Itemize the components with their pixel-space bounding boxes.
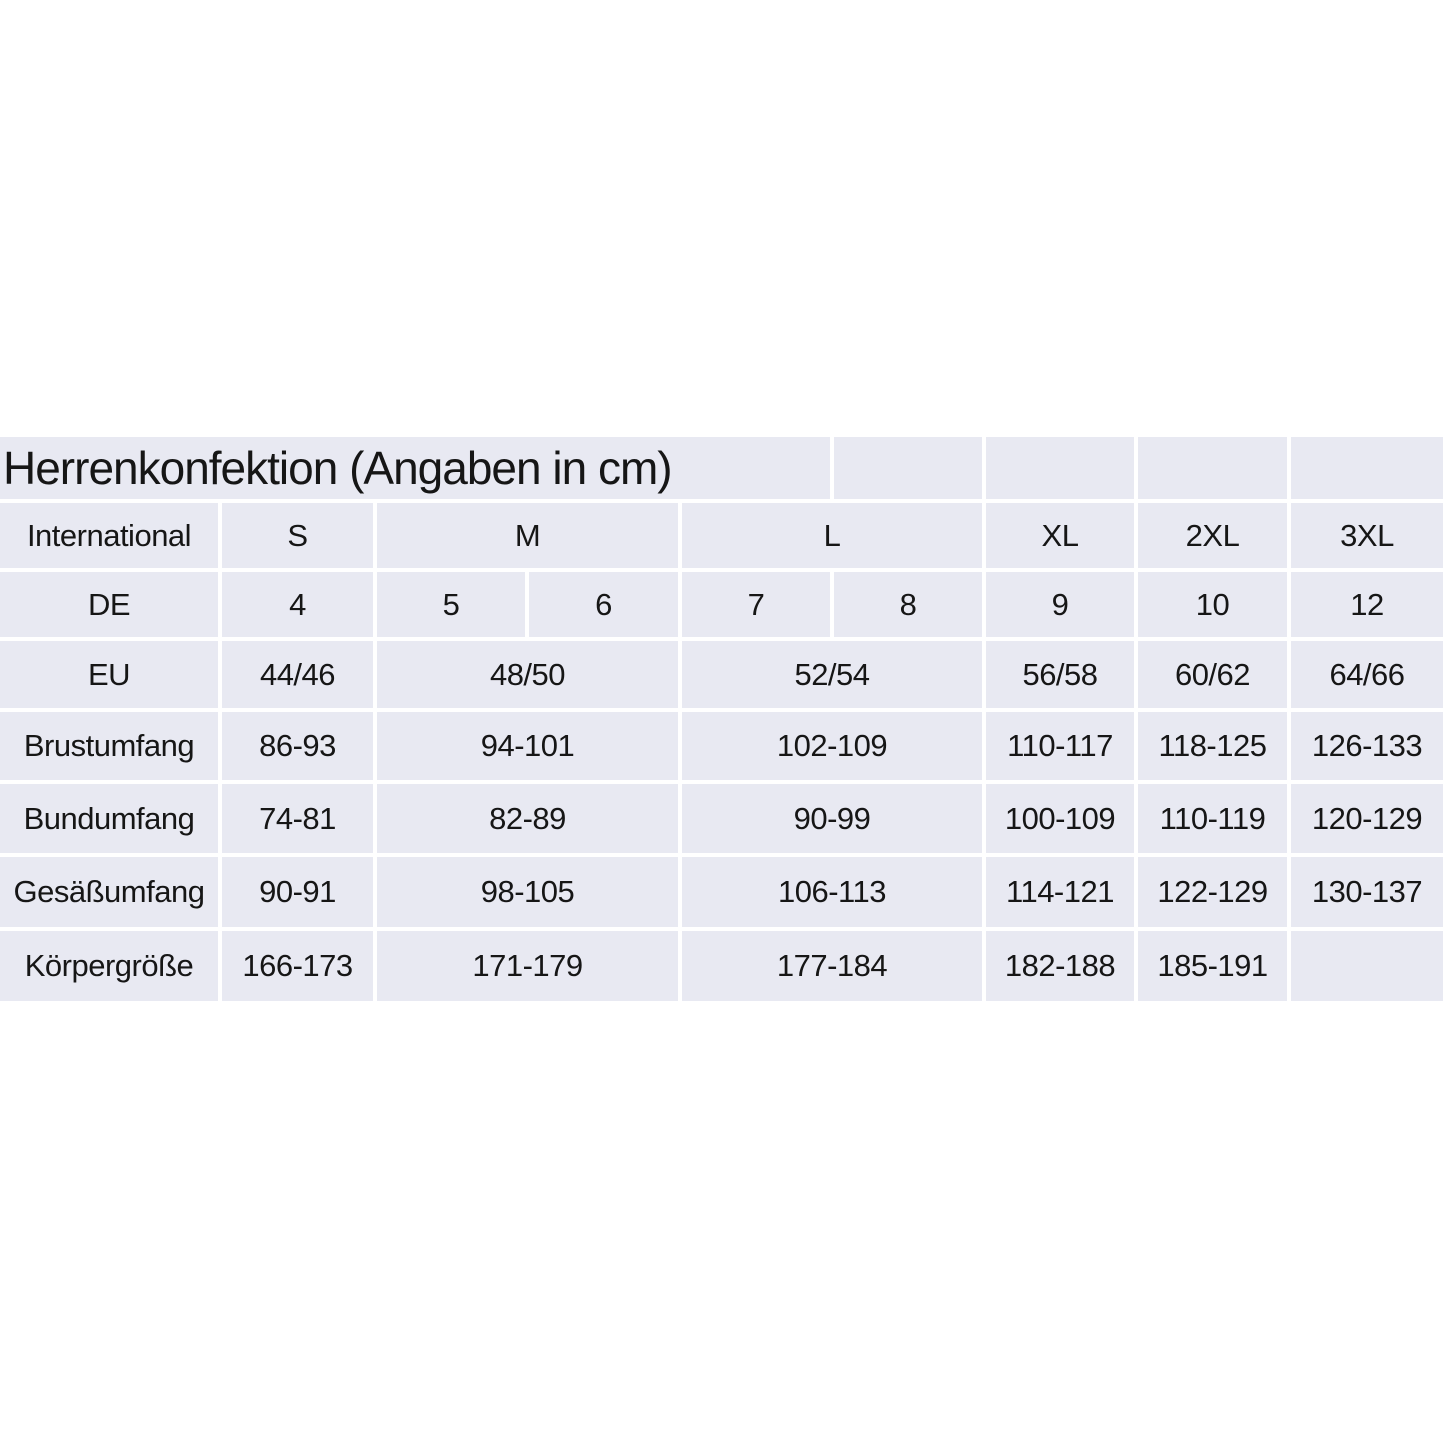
measure-cell: 98-105 [377,857,678,927]
size-cell: 4 [222,572,373,637]
measure-cell: 182-188 [986,931,1134,1001]
measure-cell: 90-99 [682,784,982,853]
measure-cell: 90-91 [222,857,373,927]
row-label-eu: EU [0,641,218,708]
measure-cell: 118-125 [1138,712,1287,780]
empty-cell [1291,437,1443,499]
size-cell: 6 [529,572,678,637]
measure-cell: 94-101 [377,712,678,780]
measure-cell: 110-117 [986,712,1134,780]
measure-cell: 102-109 [682,712,982,780]
row-label-koerpergroesse: Körpergröße [0,931,218,1001]
measure-cell: 86-93 [222,712,373,780]
empty-cell [986,437,1134,499]
measure-cell: 171-179 [377,931,678,1001]
measure-cell: 120-129 [1291,784,1443,853]
row-label-international: International [0,503,218,568]
size-cell: 9 [986,572,1134,637]
empty-cell [1291,931,1443,1001]
size-cell: XL [986,503,1134,568]
size-cell: 52/54 [682,641,982,708]
empty-cell [1138,437,1287,499]
row-label-gesaessumfang: Gesäßumfang [0,857,218,927]
measure-cell: 126-133 [1291,712,1443,780]
size-cell: 44/46 [222,641,373,708]
measure-cell: 177-184 [682,931,982,1001]
size-cell: 10 [1138,572,1287,637]
size-cell: 64/66 [1291,641,1443,708]
measure-cell: 166-173 [222,931,373,1001]
size-cell: M [377,503,678,568]
size-cell: 12 [1291,572,1443,637]
measure-cell: 122-129 [1138,857,1287,927]
row-label-brustumfang: Brustumfang [0,712,218,780]
row-label-bundumfang: Bundumfang [0,784,218,853]
size-cell: 8 [834,572,982,637]
measure-cell: 110-119 [1138,784,1287,853]
size-table: Herrenkonfektion (Angaben in cm) Interna… [0,437,1443,1001]
size-cell: S [222,503,373,568]
measure-cell: 106-113 [682,857,982,927]
size-cell: 7 [682,572,830,637]
measure-cell: 82-89 [377,784,678,853]
measure-cell: 74-81 [222,784,373,853]
size-cell: 2XL [1138,503,1287,568]
size-cell: 48/50 [377,641,678,708]
size-cell: 5 [377,572,525,637]
size-cell: 60/62 [1138,641,1287,708]
size-cell: 3XL [1291,503,1443,568]
size-cell: 56/58 [986,641,1134,708]
empty-cell [834,437,982,499]
measure-cell: 185-191 [1138,931,1287,1001]
measure-cell: 130-137 [1291,857,1443,927]
measure-cell: 100-109 [986,784,1134,853]
row-label-de: DE [0,572,218,637]
size-cell: L [682,503,982,568]
table-title: Herrenkonfektion (Angaben in cm) [0,437,830,499]
measure-cell: 114-121 [986,857,1134,927]
